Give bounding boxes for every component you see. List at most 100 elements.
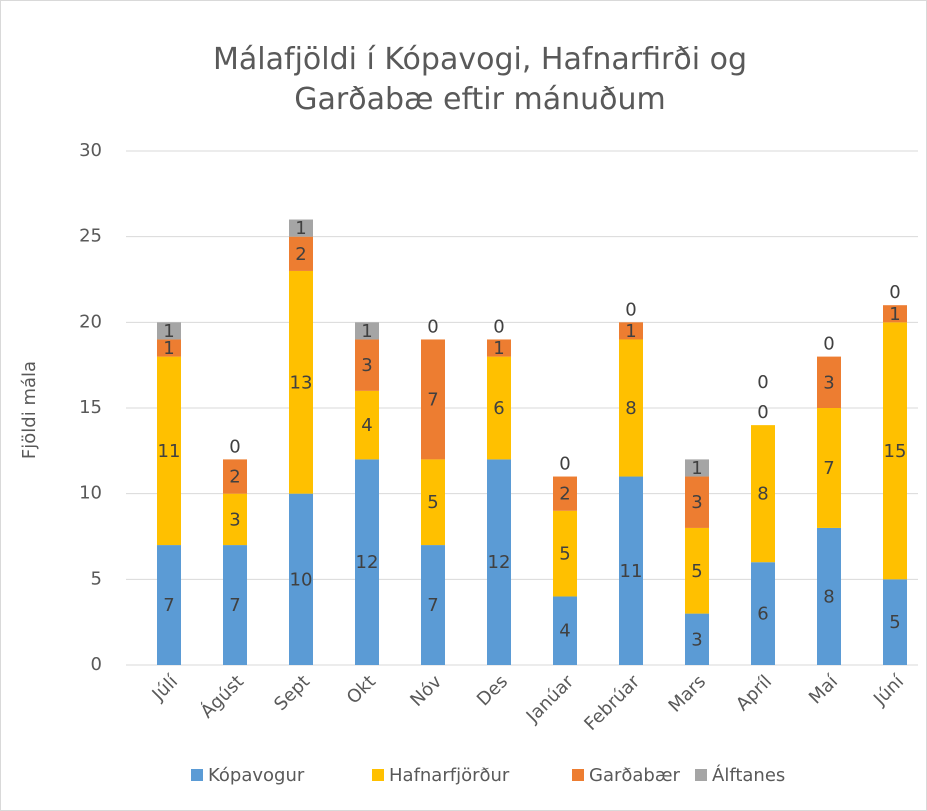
data-label: 8 [823,586,834,607]
data-label: 12 [488,552,511,573]
data-label: 3 [691,629,702,650]
data-label: 3 [691,492,702,513]
bar-segment [619,476,643,665]
bar-segment [553,510,577,597]
data-label: 5 [427,492,438,513]
data-label: 1 [163,338,174,359]
chart-title: Málafjöldi í Kópavogi, Hafnarfirði og Ga… [213,42,747,117]
bar-segment [487,459,511,665]
legend-swatch [372,769,384,781]
data-label: 1 [361,321,372,342]
bar-segment [553,596,577,665]
bar-segment [751,425,775,563]
data-label: 0 [757,372,768,393]
bar-segment [421,339,445,460]
data-label: 1 [493,338,504,359]
bar-segment [619,322,643,340]
data-label: 0 [427,316,438,337]
bar-segment [355,322,379,340]
data-label: 0 [229,436,240,457]
bar-segment [751,562,775,665]
bar-segment [685,476,709,528]
legend-label: Álftanes [712,764,785,786]
bar-segment [223,493,247,546]
data-label: 4 [361,415,372,436]
data-label: 5 [559,544,570,565]
legend-label: Garðabær [589,765,681,786]
data-label: 1 [625,321,636,342]
bar-segment [685,527,709,614]
y-axis-label: Fjöldi mála [19,361,40,459]
bar-segment [223,545,247,665]
bar-segment [289,270,313,494]
bar-segment [289,219,313,237]
data-label: 1 [295,218,306,239]
bar-segment [289,493,313,665]
bar-segment [355,459,379,665]
data-label: 7 [823,458,834,479]
data-label: 2 [229,467,240,488]
bar-segment [883,305,907,323]
data-label: 2 [295,244,306,265]
data-label: 0 [889,282,900,303]
data-label: 7 [427,595,438,616]
bar-segment [355,339,379,391]
y-tick-label: 15 [79,397,102,418]
legend-label: Kópavogur [208,765,305,786]
data-label: 15 [884,441,907,462]
data-label: 10 [290,569,313,590]
data-label: 4 [559,621,570,642]
bar-segment [685,459,709,477]
bar-segment [487,356,511,460]
bar-segment [883,322,907,580]
data-label: 3 [229,509,240,530]
data-label: 0 [625,299,636,320]
bar-segment [157,356,181,546]
y-tick-label: 0 [91,654,102,675]
bar-segment [223,459,247,494]
data-label: 1 [163,321,174,342]
data-label: 1 [691,458,702,479]
bar-segment [817,356,841,408]
legend-label: Hafnarfjörður [389,765,510,786]
y-tick-label: 20 [79,311,102,332]
y-tick-label: 5 [91,568,102,589]
data-label: 11 [158,441,181,462]
bar-segment [157,322,181,340]
data-label: 8 [757,484,768,505]
data-label: 1 [889,304,900,325]
bar-segment [289,236,313,271]
legend-swatch [695,769,707,781]
bar-segment [685,613,709,665]
data-label: 13 [290,372,313,393]
data-label: 3 [361,355,372,376]
data-label: 2 [559,484,570,505]
data-label: 6 [493,398,504,419]
data-label: 7 [229,595,240,616]
data-label: 7 [163,595,174,616]
data-label: 12 [356,552,379,573]
bar-segment [817,408,841,528]
data-label: 0 [493,316,504,337]
data-label: 5 [889,612,900,633]
data-label: 11 [620,561,643,582]
bar-segment [817,527,841,665]
bar-segment [487,339,511,357]
y-tick-label: 10 [79,483,102,504]
legend-swatch [572,769,584,781]
bar-segment [421,459,445,546]
data-label: 8 [625,398,636,419]
data-label: 3 [823,372,834,393]
bar-segment [157,545,181,665]
data-label: 0 [823,334,834,355]
data-label: 7 [427,389,438,410]
data-label: 5 [691,561,702,582]
legend-swatch [191,769,203,781]
bar-segment [157,339,181,357]
data-label: 6 [757,604,768,625]
data-label: 0 [757,402,768,423]
y-tick-label: 25 [79,226,102,247]
